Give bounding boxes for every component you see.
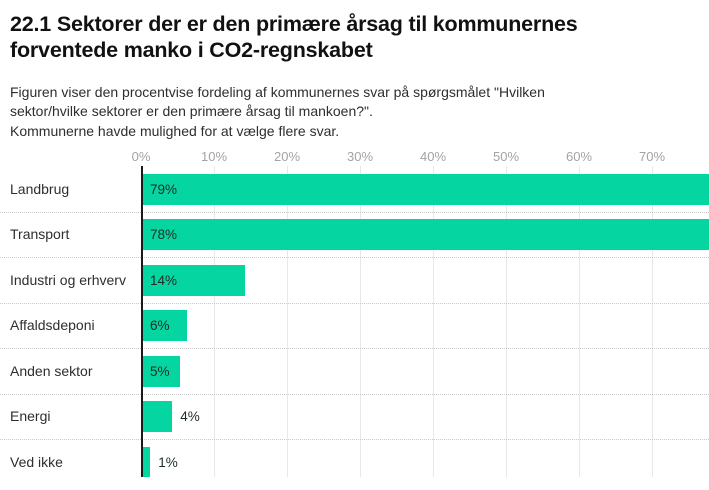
row-separator	[0, 303, 709, 304]
category-label: Affaldsdeponi	[10, 317, 95, 334]
row-separator	[0, 257, 709, 258]
x-axis-tick-label: 70%	[638, 149, 666, 164]
bar	[143, 219, 709, 250]
x-axis-tick-label: 50%	[492, 149, 520, 164]
value-label: 1%	[158, 454, 178, 470]
x-axis: 0% 10% 20% 30% 40% 50% 60% 70%	[0, 0, 709, 166]
value-label: 6%	[150, 318, 170, 333]
value-label: 79%	[150, 181, 178, 197]
x-axis-tick-label: 40%	[419, 149, 447, 164]
plot-area: Landbrug 79% Transport 78% Industri og erhve…	[0, 166, 709, 477]
chart-title-line-2: forventede manko i CO2-regnskabet	[10, 38, 373, 62]
bar	[143, 264, 246, 296]
x-axis-tick-label: 60%	[565, 149, 593, 164]
bar	[143, 310, 187, 341]
x-axis-tick-label: 10%	[200, 149, 228, 164]
gridline	[433, 166, 434, 477]
gridline	[579, 166, 580, 477]
value-label: 78%	[150, 227, 178, 242]
x-axis-tick-label: 0%	[131, 149, 151, 164]
value-label: 4%	[180, 409, 200, 424]
y-axis-line	[141, 166, 143, 477]
bar	[143, 355, 180, 387]
category-label: Landbrug	[10, 180, 70, 197]
chart-title: 22.1 Sektorer der er den primære årsag t…	[10, 11, 700, 63]
category-label: Energi	[10, 408, 51, 425]
chart-subtitle-line-3: Kommunerne havde mulighed for at vælge f…	[10, 122, 340, 139]
value-label: 14%	[150, 272, 178, 288]
category-label: Transport	[10, 226, 70, 243]
value-label: 5%	[150, 363, 170, 379]
chart-title-line-1: 22.1 Sektorer der er den primære årsag t…	[10, 12, 578, 36]
category-label: Industri og erhverv	[10, 271, 126, 288]
row-separator	[0, 439, 709, 440]
bar	[143, 446, 151, 477]
bar	[143, 401, 173, 432]
category-label: Ved ikke	[10, 453, 63, 470]
chart-subtitle: Figuren viser den procentvise fordeling …	[10, 83, 705, 141]
gridline	[214, 166, 215, 477]
row-separator	[0, 394, 709, 395]
chart-subtitle-line-2: sektor/hvilke sektorer er den primære år…	[10, 103, 373, 120]
category-label: Anden sektor	[10, 362, 93, 379]
row-separator	[0, 212, 709, 213]
x-axis-tick-label: 20%	[273, 149, 301, 164]
gridline	[360, 166, 361, 477]
gridline	[652, 166, 653, 477]
gridline	[287, 166, 288, 477]
row-separator	[0, 348, 709, 349]
bar	[143, 173, 709, 205]
x-axis-tick-label: 30%	[346, 149, 374, 164]
chart-subtitle-line-1: Figuren viser den procentvise fordeling …	[10, 84, 545, 100]
gridline	[506, 166, 507, 477]
